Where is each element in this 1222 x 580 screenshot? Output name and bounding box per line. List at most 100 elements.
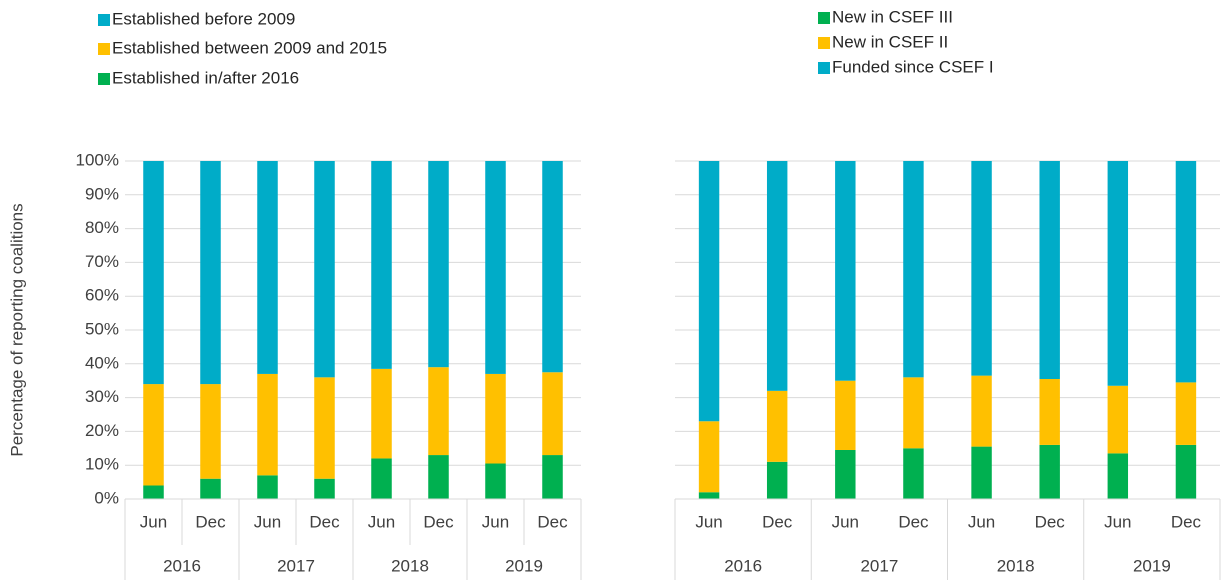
y-tick-label: 60% xyxy=(85,286,119,305)
bar-segment xyxy=(542,372,563,456)
y-tick-label: 40% xyxy=(85,353,119,372)
x-tick-label: Jun xyxy=(254,512,281,531)
bar-segment xyxy=(766,461,788,499)
legend-swatch xyxy=(818,62,830,74)
subchart: 0% 10% 20% 30% 40% 50% 60% 70% 80% 90% 100% Percent… xyxy=(7,150,582,580)
x-tick-label: Jun xyxy=(1104,512,1131,531)
group-label: 2019 xyxy=(505,556,543,575)
x-tick-label: Jun xyxy=(968,512,995,531)
bar-segment xyxy=(257,475,278,499)
x-tick-label: Jun xyxy=(482,512,509,531)
group-label: 2018 xyxy=(391,556,429,575)
bar-segment xyxy=(428,455,449,499)
bar-segment xyxy=(428,161,449,368)
legend-label: Established between 2009 and 2015 xyxy=(112,38,387,57)
bar-segment xyxy=(1039,161,1060,380)
bar-segment xyxy=(485,161,506,374)
bar-segment xyxy=(903,448,924,499)
bar-segment xyxy=(314,377,335,479)
bar-segment xyxy=(1175,444,1197,499)
bar-segment xyxy=(1107,161,1129,386)
bar-segment xyxy=(971,161,992,376)
bar-segment xyxy=(371,458,392,499)
bar-segment xyxy=(143,485,164,499)
x-tick-label: Dec xyxy=(898,512,929,531)
bar-segment xyxy=(1175,382,1197,445)
x-tick-label: Dec xyxy=(195,512,226,531)
legend: New in CSEF III New in CSEF II Funded sinc… xyxy=(818,7,994,76)
y-tick-label: 20% xyxy=(85,421,119,440)
y-tick-label: 50% xyxy=(85,319,119,338)
bar-segment xyxy=(542,161,563,373)
x-tick-label: Jun xyxy=(368,512,395,531)
legend-label: New in CSEF II xyxy=(832,32,948,51)
legend-swatch xyxy=(98,43,110,55)
bar-segment xyxy=(257,161,278,374)
legend-label: New in CSEF III xyxy=(832,7,953,26)
bar-segment xyxy=(1107,385,1129,454)
bar-segment xyxy=(371,161,392,369)
y-tick-label: 70% xyxy=(85,252,119,271)
legend-swatch xyxy=(98,14,110,26)
bar-segment xyxy=(1107,453,1129,499)
bar-segment xyxy=(903,377,924,449)
legend-swatch xyxy=(98,73,110,85)
bar-segment xyxy=(835,380,856,450)
bar-segment xyxy=(698,421,720,493)
legend-label: Established in/after 2016 xyxy=(112,68,299,87)
bar-segment xyxy=(428,367,449,456)
y-tick-label: 100% xyxy=(76,150,119,169)
legend-label: Established before 2009 xyxy=(112,9,295,28)
x-tick-label: Dec xyxy=(537,512,568,531)
bar-segment xyxy=(835,161,856,381)
legend: Established before 2009 Established betwe… xyxy=(98,9,387,87)
y-tick-label: 30% xyxy=(85,387,119,406)
x-tick-label: Dec xyxy=(1035,512,1066,531)
subchart: Jun Dec Jun Dec Jun Dec Jun Dec 2016 2017 2018 2019 xyxy=(674,160,1221,580)
group-label: 2016 xyxy=(163,556,201,575)
y-tick-label: 10% xyxy=(85,455,119,474)
bar-segment xyxy=(200,384,221,479)
x-tick-label: Dec xyxy=(762,512,793,531)
bar-segment xyxy=(766,161,788,391)
bar-segment xyxy=(200,478,221,499)
bar-segment xyxy=(698,492,720,499)
x-tick-label: Dec xyxy=(309,512,340,531)
bar-segment xyxy=(1039,379,1060,445)
group-label: 2016 xyxy=(724,556,762,575)
group-label: 2019 xyxy=(1133,556,1171,575)
bar-segment xyxy=(143,384,164,486)
bar-segment xyxy=(971,446,992,499)
x-tick-label: Dec xyxy=(1171,512,1202,531)
bar-segment xyxy=(903,161,924,378)
bar-segment xyxy=(971,375,992,447)
bar-segment xyxy=(835,449,856,499)
bar-segment xyxy=(542,455,563,499)
x-tick-label: Dec xyxy=(423,512,454,531)
group-label: 2017 xyxy=(277,556,315,575)
y-tick-label: 0% xyxy=(94,488,119,507)
x-tick-label: Jun xyxy=(695,512,722,531)
x-tick-label: Jun xyxy=(140,512,167,531)
bar-segment xyxy=(314,478,335,499)
bar-segment xyxy=(314,161,335,378)
bar-segment xyxy=(143,161,164,385)
bar-segment xyxy=(766,390,788,462)
y-axis-label: Percentage of reporting coalitions xyxy=(7,203,26,456)
bar-segment xyxy=(485,463,506,499)
group-label: 2018 xyxy=(997,556,1035,575)
legend-swatch xyxy=(818,12,830,24)
bar-segment xyxy=(1175,161,1197,383)
bar-segment xyxy=(698,161,720,422)
bar-segment xyxy=(371,368,392,459)
bar-segment xyxy=(200,161,221,385)
x-tick-label: Jun xyxy=(832,512,859,531)
y-tick-label: 80% xyxy=(85,218,119,237)
legend-swatch xyxy=(818,37,830,49)
bar-segment xyxy=(485,373,506,464)
legend-label: Funded since CSEF I xyxy=(832,57,994,76)
bar-segment xyxy=(1039,444,1060,499)
group-label: 2017 xyxy=(860,556,898,575)
y-tick-label: 90% xyxy=(85,184,119,203)
